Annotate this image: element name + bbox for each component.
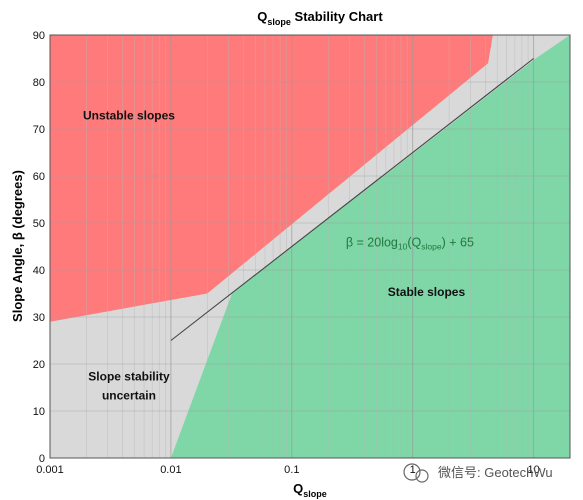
series-lines-group bbox=[170, 58, 534, 341]
plot-frame-group bbox=[49, 34, 571, 459]
watermark: 微信号: GeotechWu bbox=[403, 463, 553, 483]
formula-mid: (Q bbox=[407, 236, 421, 250]
formula-sub-slope: slope bbox=[421, 242, 442, 252]
x-axis-title: Qslope bbox=[293, 481, 327, 499]
formula-prefix: β = 20log bbox=[346, 236, 398, 250]
annotation-unstable-slopes: Unstable slopes bbox=[83, 109, 175, 123]
x-tick-label: 0.01 bbox=[160, 464, 181, 476]
watermark-text: 微信号: GeotechWu bbox=[438, 465, 553, 480]
plot-frame bbox=[49, 34, 571, 459]
y-axis-title: Slope Angle, β (degrees) bbox=[10, 170, 25, 322]
y-tick-label: 20 bbox=[33, 359, 45, 371]
grid-group bbox=[49, 34, 571, 459]
y-tick-label: 50 bbox=[33, 218, 45, 230]
x-tick-label: 0.1 bbox=[284, 464, 299, 476]
x-axis-title-main: Q bbox=[293, 481, 303, 496]
annotation-uncertain: uncertain bbox=[102, 388, 156, 402]
formula-sub-10: 10 bbox=[398, 242, 408, 252]
chart-title: Qslope Stability Chart bbox=[257, 9, 383, 27]
region-unstable-slopes bbox=[50, 35, 493, 322]
annotation-stable-slopes: Stable slopes bbox=[388, 285, 466, 299]
wechat-icon-secondary bbox=[415, 469, 429, 483]
chart-title-sub: slope bbox=[267, 17, 291, 27]
chart-title-main: Q bbox=[257, 9, 267, 24]
annotation-slope-stability: Slope stability bbox=[88, 369, 170, 383]
formula-annotation: β = 20log10(Qslope) + 65 bbox=[346, 236, 474, 252]
annotations-group: Unstable slopes Stable slopes Slope stabil… bbox=[83, 109, 466, 403]
series-line-0 bbox=[170, 58, 534, 341]
y-tick-label: 0 bbox=[39, 453, 45, 465]
y-tick-label: 70 bbox=[33, 124, 45, 136]
x-axis-title-sub: slope bbox=[303, 489, 327, 499]
wechat-icon bbox=[403, 463, 421, 481]
y-tick-label: 30 bbox=[33, 312, 45, 324]
y-tick-label: 10 bbox=[33, 406, 45, 418]
formula-suffix: ) + 65 bbox=[442, 236, 474, 250]
y-tick-label: 90 bbox=[33, 30, 45, 42]
x-tick-label: 10 bbox=[527, 464, 539, 476]
tick-labels-group: 0.001 0.01 0.1 1 10 0 10 20 30 40 50 60 70 80 90 bbox=[33, 30, 540, 476]
y-tick-label: 80 bbox=[33, 77, 45, 89]
x-tick-label: 1 bbox=[410, 464, 416, 476]
x-tick-label: 0.001 bbox=[36, 464, 64, 476]
chart-title-tail: Stability Chart bbox=[291, 9, 383, 24]
y-tick-label: 40 bbox=[33, 265, 45, 277]
y-tick-label: 60 bbox=[33, 171, 45, 183]
